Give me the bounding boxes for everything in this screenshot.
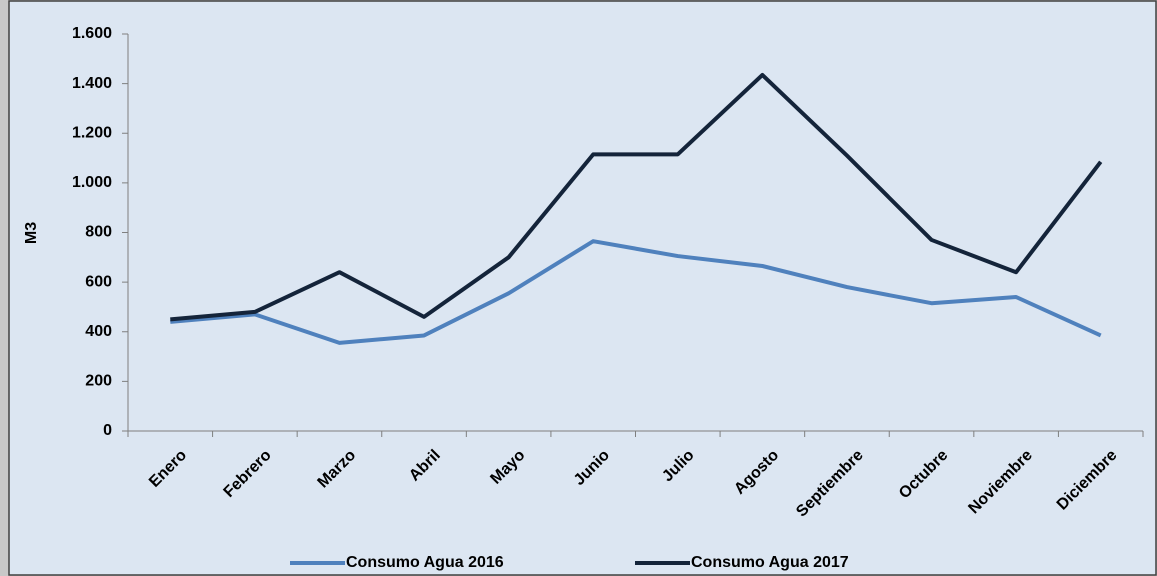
y-tick-label: 1.600 [72, 25, 112, 42]
series-line [170, 72, 1103, 322]
series-line [170, 239, 1102, 345]
y-tick-label: 1.200 [72, 124, 112, 141]
y-tick-label: 800 [85, 224, 112, 241]
y-axis-label: M3 [23, 222, 40, 244]
y-tick-label: 1.000 [72, 174, 112, 191]
legend-label: Consumo Agua 2016 [346, 554, 504, 571]
y-tick-label: 200 [85, 373, 112, 390]
y-tick-label: 600 [85, 273, 112, 290]
chart-background [8, 0, 1157, 576]
y-tick-label: 1.400 [72, 75, 112, 92]
y-tick-label: 400 [85, 323, 112, 340]
y-tick-label: 0 [103, 422, 112, 439]
legend-label: Consumo Agua 2017 [691, 554, 849, 571]
